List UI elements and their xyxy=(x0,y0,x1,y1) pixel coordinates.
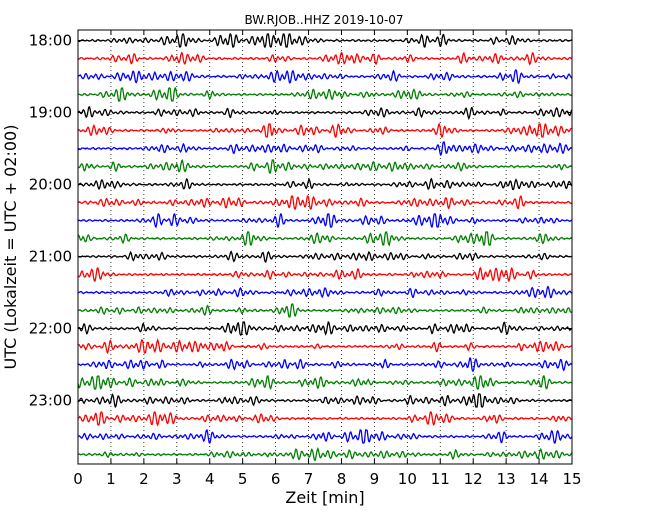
trace-2200 xyxy=(77,320,573,336)
y-tick-label: 18:00 xyxy=(29,32,72,50)
x-tick-label: 6 xyxy=(271,470,281,488)
grid-lines xyxy=(110,30,540,464)
x-tick-label: 4 xyxy=(205,470,215,488)
trace-1845 xyxy=(77,86,573,102)
x-tick-label: 14 xyxy=(530,470,549,488)
y-tick-label: 20:00 xyxy=(29,176,72,194)
trace-2145 xyxy=(77,303,573,318)
x-tick-label: 13 xyxy=(497,470,516,488)
x-axis-ticks: 0 1 2 3 4 5 6 7 8 9 10 11 12 13 14 15 xyxy=(73,30,582,488)
y-axis-ticks: 18:00 19:00 20:00 21:00 22:00 23:00 xyxy=(29,32,572,410)
y-tick-label: 19:00 xyxy=(29,104,72,122)
x-tick-label: 11 xyxy=(431,470,450,488)
x-tick-label: 15 xyxy=(562,470,581,488)
x-tick-label: 1 xyxy=(106,470,116,488)
x-tick-label: 5 xyxy=(238,470,248,488)
chart-title: BW.RJOB..HHZ 2019-10-07 xyxy=(244,13,403,27)
trace-2345 xyxy=(77,446,573,462)
seismogram-traces xyxy=(77,33,573,462)
x-tick-label: 7 xyxy=(304,470,314,488)
trace-2215 xyxy=(77,338,573,355)
trace-1830 xyxy=(77,69,573,84)
trace-1900 xyxy=(77,106,573,121)
trace-1815 xyxy=(77,51,573,66)
trace-2115 xyxy=(77,266,573,283)
x-tick-label: 10 xyxy=(398,470,417,488)
x-axis-label: Zeit [min] xyxy=(285,488,364,507)
x-tick-label: 2 xyxy=(139,470,149,488)
trace-2330 xyxy=(77,429,573,444)
y-tick-label: 22:00 xyxy=(29,320,72,338)
y-axis-label: UTC (Lokalzeit = UTC + 02:00) xyxy=(1,125,20,370)
y-tick-label: 23:00 xyxy=(29,392,72,410)
x-tick-label: 9 xyxy=(370,470,380,488)
trace-2130 xyxy=(77,285,573,299)
trace-1800 xyxy=(77,33,573,48)
trace-2230 xyxy=(77,357,573,372)
trace-2245 xyxy=(77,375,573,391)
y-tick-label: 21:00 xyxy=(29,248,72,266)
trace-1945 xyxy=(77,159,573,174)
trace-1915 xyxy=(77,122,573,139)
trace-2300 xyxy=(77,393,573,409)
trace-1930 xyxy=(77,141,573,157)
x-tick-label: 12 xyxy=(464,470,483,488)
x-tick-label: 3 xyxy=(172,470,182,488)
x-tick-label: 8 xyxy=(337,470,347,488)
plot-frame xyxy=(77,29,573,465)
x-tick-label: 0 xyxy=(73,470,83,488)
trace-2030 xyxy=(77,213,573,229)
trace-2000 xyxy=(77,177,573,191)
trace-2100 xyxy=(77,250,573,263)
trace-2315 xyxy=(77,411,573,427)
trace-2045 xyxy=(77,231,573,247)
trace-2015 xyxy=(77,195,573,210)
